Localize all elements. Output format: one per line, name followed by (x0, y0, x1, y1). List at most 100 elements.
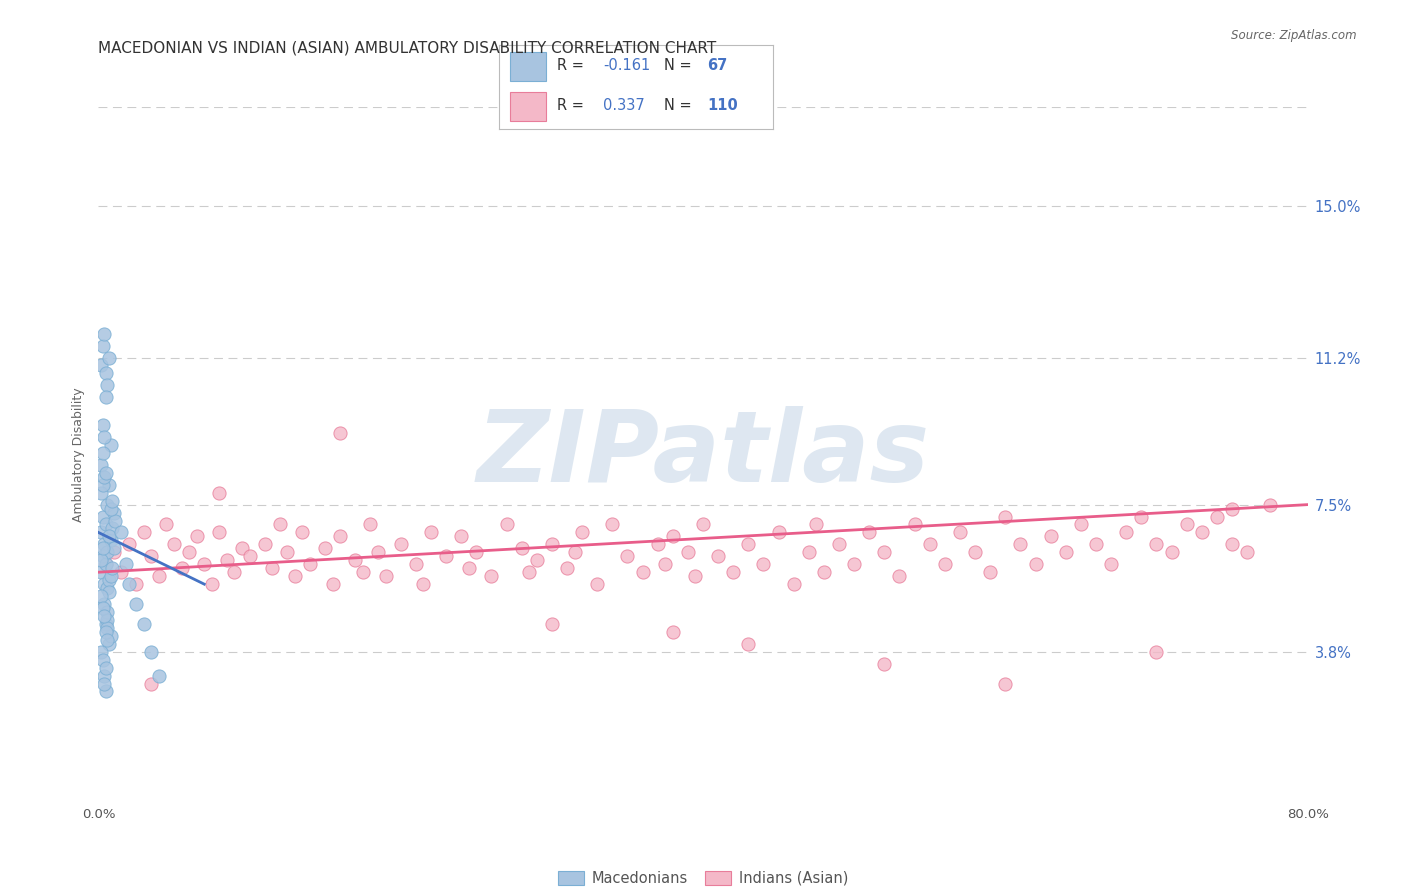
Text: Source: ZipAtlas.com: Source: ZipAtlas.com (1232, 29, 1357, 42)
Point (918, 537, 941, 551)
Point (91, 477, 114, 491)
Point (631, 565, 654, 579)
Point (904, 517, 927, 532)
Point (329, 529, 352, 543)
Point (93, 430, 115, 444)
Point (94, 558, 117, 572)
Point (170, 561, 193, 575)
Text: MACEDONIAN VS INDIAN (ASIAN) AMBULATORY DISABILITY CORRELATION CHART: MACEDONIAN VS INDIAN (ASIAN) AMBULATORY … (98, 40, 717, 55)
Point (163, 537, 186, 551)
Point (374, 569, 396, 583)
Point (420, 525, 443, 540)
Point (1054, 545, 1077, 559)
Point (314, 541, 336, 556)
Point (110, 565, 132, 579)
Point (367, 545, 389, 559)
Text: 67: 67 (707, 58, 728, 73)
Text: N =: N = (664, 58, 692, 73)
Point (98, 637, 121, 651)
Point (110, 525, 132, 540)
Point (91, 549, 114, 564)
Point (90, 553, 112, 567)
Point (186, 529, 208, 543)
Point (94, 517, 117, 532)
Point (93, 597, 115, 611)
Point (96, 498, 118, 512)
Point (889, 569, 911, 583)
Point (450, 529, 472, 543)
Point (94, 466, 117, 480)
Point (90, 589, 112, 603)
Point (90, 525, 112, 540)
Point (93, 676, 115, 690)
Point (676, 545, 699, 559)
Point (90, 359, 112, 373)
Point (949, 525, 972, 540)
Point (100, 629, 122, 643)
Point (965, 545, 987, 559)
Point (412, 577, 434, 591)
Point (276, 545, 298, 559)
Point (737, 537, 759, 551)
Point (93, 609, 115, 624)
Point (91, 653, 114, 667)
Point (685, 569, 707, 583)
Point (495, 517, 517, 532)
Point (93, 577, 115, 591)
Point (723, 565, 745, 579)
Point (94, 616, 117, 631)
Point (1258, 498, 1281, 512)
Point (299, 558, 322, 572)
Point (1220, 537, 1243, 551)
Point (101, 561, 124, 575)
Text: N =: N = (664, 98, 692, 113)
Point (1099, 558, 1122, 572)
Point (654, 558, 676, 572)
Point (118, 537, 141, 551)
Point (571, 525, 593, 540)
Point (101, 521, 124, 535)
Y-axis label: Ambulatory Disability: Ambulatory Disability (72, 388, 86, 522)
Point (93, 326, 115, 341)
Point (329, 425, 352, 440)
Point (1144, 645, 1167, 659)
Point (208, 525, 231, 540)
Point (141, 676, 163, 690)
Point (96, 581, 118, 595)
Point (844, 558, 866, 572)
Point (979, 565, 1001, 579)
Point (179, 545, 201, 559)
Point (96, 632, 118, 647)
Point (90, 485, 112, 500)
Point (98, 351, 121, 365)
Point (104, 514, 127, 528)
Point (1010, 537, 1032, 551)
Text: R =: R = (557, 58, 583, 73)
Text: 110: 110 (707, 98, 738, 113)
Point (201, 577, 224, 591)
Point (1220, 501, 1243, 516)
Point (253, 537, 276, 551)
Point (141, 549, 163, 564)
Point (1191, 525, 1213, 540)
Point (103, 541, 125, 556)
Point (98, 573, 121, 587)
Point (526, 553, 548, 567)
Point (291, 525, 314, 540)
Point (858, 525, 880, 540)
Point (873, 545, 896, 559)
Point (132, 616, 155, 631)
Point (405, 558, 427, 572)
Point (269, 517, 291, 532)
Point (510, 541, 533, 556)
Legend: Macedonians, Indians (Asian): Macedonians, Indians (Asian) (558, 871, 848, 886)
Point (94, 558, 117, 572)
Point (208, 485, 231, 500)
Point (481, 569, 503, 583)
Point (994, 676, 1017, 690)
Point (737, 637, 759, 651)
Point (783, 577, 806, 591)
Point (94, 684, 117, 698)
Point (873, 657, 896, 671)
FancyBboxPatch shape (510, 53, 546, 81)
